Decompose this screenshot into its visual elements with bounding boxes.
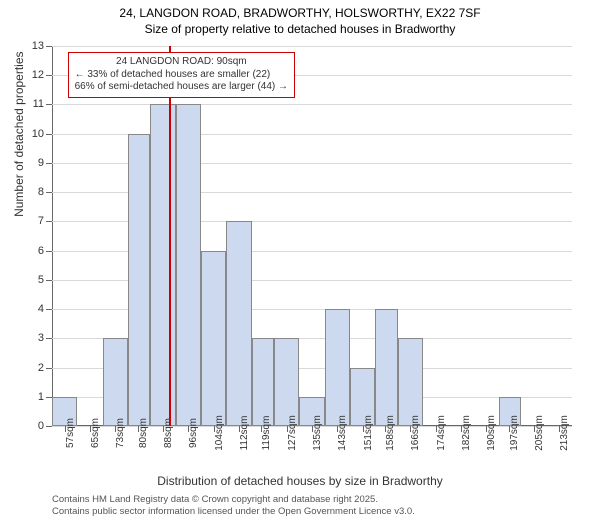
title-line2: Size of property relative to detached ho… bbox=[0, 22, 600, 38]
x-axis-label: Distribution of detached houses by size … bbox=[0, 474, 600, 488]
y-axis-label: Number of detached properties bbox=[12, 51, 26, 216]
histogram-bar bbox=[201, 251, 226, 426]
histogram-bar bbox=[398, 338, 423, 426]
histogram-bar bbox=[274, 338, 299, 426]
y-tick bbox=[46, 251, 52, 252]
footer-text: Contains HM Land Registry data © Crown c… bbox=[52, 494, 415, 518]
x-tick-label: 96sqm bbox=[188, 418, 199, 448]
x-tick-label: 73sqm bbox=[115, 418, 126, 448]
histogram-bar bbox=[226, 221, 251, 426]
callout-line2: ← 33% of detached houses are smaller (22… bbox=[75, 69, 288, 82]
y-tick bbox=[46, 426, 52, 427]
y-tick-label: 5 bbox=[38, 274, 44, 286]
x-tick-label: 205sqm bbox=[534, 415, 545, 451]
x-tick-label: 104sqm bbox=[214, 415, 225, 451]
y-tick bbox=[46, 163, 52, 164]
x-tick-label: 65sqm bbox=[90, 418, 101, 448]
x-tick-label: 112sqm bbox=[239, 416, 250, 451]
callout-line3: 66% of semi-detached houses are larger (… bbox=[75, 81, 288, 94]
y-tick-label: 8 bbox=[38, 186, 44, 198]
x-tick-label: 57sqm bbox=[65, 418, 76, 448]
plot-area: 01234567891011121357sqm65sqm73sqm80sqm88… bbox=[52, 46, 572, 426]
y-tick bbox=[46, 104, 52, 105]
y-tick bbox=[46, 134, 52, 135]
y-tick bbox=[46, 280, 52, 281]
chart-container: 24, LANGDON ROAD, BRADWORTHY, HOLSWORTHY… bbox=[0, 0, 600, 500]
y-tick bbox=[46, 368, 52, 369]
callout-box: 24 LANGDON ROAD: 90sqm← 33% of detached … bbox=[68, 52, 295, 98]
y-tick-label: 11 bbox=[33, 98, 44, 110]
title-area: 24, LANGDON ROAD, BRADWORTHY, HOLSWORTHY… bbox=[0, 0, 600, 37]
y-tick bbox=[46, 75, 52, 76]
y-tick bbox=[46, 309, 52, 310]
y-tick bbox=[46, 221, 52, 222]
footer-line2: Contains public sector information licen… bbox=[52, 506, 415, 518]
x-tick-label: 190sqm bbox=[486, 415, 497, 451]
x-tick-label: 151sqm bbox=[363, 415, 374, 451]
histogram-bar bbox=[325, 309, 350, 426]
y-tick-label: 12 bbox=[32, 69, 44, 81]
y-tick-label: 6 bbox=[38, 245, 44, 257]
y-tick-label: 13 bbox=[32, 40, 44, 52]
x-tick-label: 197sqm bbox=[509, 415, 520, 451]
gridline bbox=[52, 46, 572, 47]
reference-line bbox=[169, 46, 171, 426]
y-tick-label: 9 bbox=[38, 157, 44, 169]
y-axis-line bbox=[52, 46, 53, 426]
y-tick-label: 1 bbox=[38, 391, 44, 403]
histogram-bar bbox=[375, 309, 397, 426]
x-tick-label: 135sqm bbox=[312, 415, 323, 451]
x-tick-label: 182sqm bbox=[461, 415, 472, 451]
histogram-bar bbox=[176, 104, 201, 426]
gridline bbox=[52, 104, 572, 105]
y-tick-label: 0 bbox=[38, 420, 44, 432]
y-tick-label: 7 bbox=[38, 215, 44, 227]
y-tick bbox=[46, 338, 52, 339]
callout-line1: 24 LANGDON ROAD: 90sqm bbox=[75, 56, 288, 69]
y-tick-label: 4 bbox=[38, 303, 44, 315]
y-tick bbox=[46, 192, 52, 193]
x-tick-label: 213sqm bbox=[559, 415, 570, 451]
x-tick-label: 158sqm bbox=[385, 415, 396, 451]
x-tick-label: 119sqm bbox=[261, 416, 272, 451]
x-tick-label: 166sqm bbox=[410, 415, 421, 451]
histogram-bar bbox=[103, 338, 128, 426]
title-line1: 24, LANGDON ROAD, BRADWORTHY, HOLSWORTHY… bbox=[0, 6, 600, 22]
y-tick-label: 2 bbox=[38, 362, 44, 374]
x-tick-label: 80sqm bbox=[138, 418, 149, 448]
x-tick-label: 143sqm bbox=[337, 415, 348, 451]
histogram-bar bbox=[128, 134, 150, 426]
y-tick-label: 3 bbox=[38, 332, 44, 344]
x-tick-label: 174sqm bbox=[436, 415, 447, 451]
x-tick-label: 127sqm bbox=[287, 415, 298, 451]
histogram-bar bbox=[150, 104, 175, 426]
histogram-bar bbox=[252, 338, 274, 426]
y-tick-label: 10 bbox=[32, 128, 44, 140]
y-tick bbox=[46, 46, 52, 47]
